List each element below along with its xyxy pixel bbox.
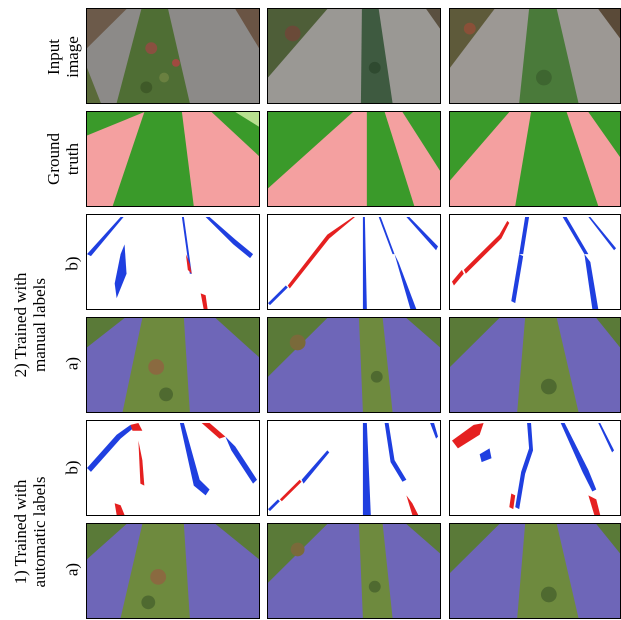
ground-truth-1 (86, 111, 260, 207)
input-image-1 (86, 8, 260, 104)
automatic-error-map-1 (86, 420, 260, 516)
row-label-manual-b: b) (62, 256, 82, 271)
ground-truth-3 (449, 111, 621, 207)
manual-error-map-3 (449, 214, 621, 310)
group-label-manual: 2) Trained with manual labels (11, 272, 49, 378)
manual-overlay-2 (267, 317, 441, 413)
row-label-ground-truth: Ground truth (44, 133, 82, 185)
manual-error-map-1 (86, 214, 260, 310)
row-label-automatic-a: a) (62, 562, 82, 577)
manual-overlay-3 (449, 317, 621, 413)
automatic-overlay-2 (267, 523, 441, 619)
row-label-input-image: Input image (44, 36, 82, 78)
automatic-overlay-1 (86, 523, 260, 619)
row-label-automatic-b: b) (62, 460, 82, 475)
input-image-3 (449, 8, 621, 104)
ground-truth-2 (267, 111, 441, 207)
automatic-error-map-2 (267, 420, 441, 516)
manual-error-map-2 (267, 214, 441, 310)
input-image-2 (267, 8, 441, 104)
automatic-overlay-3 (449, 523, 621, 619)
manual-overlay-1 (86, 317, 260, 413)
row-label-manual-a: a) (62, 356, 82, 371)
group-label-automatic: 1) Trained with automatic labels (11, 476, 49, 588)
automatic-error-map-3 (449, 420, 621, 516)
